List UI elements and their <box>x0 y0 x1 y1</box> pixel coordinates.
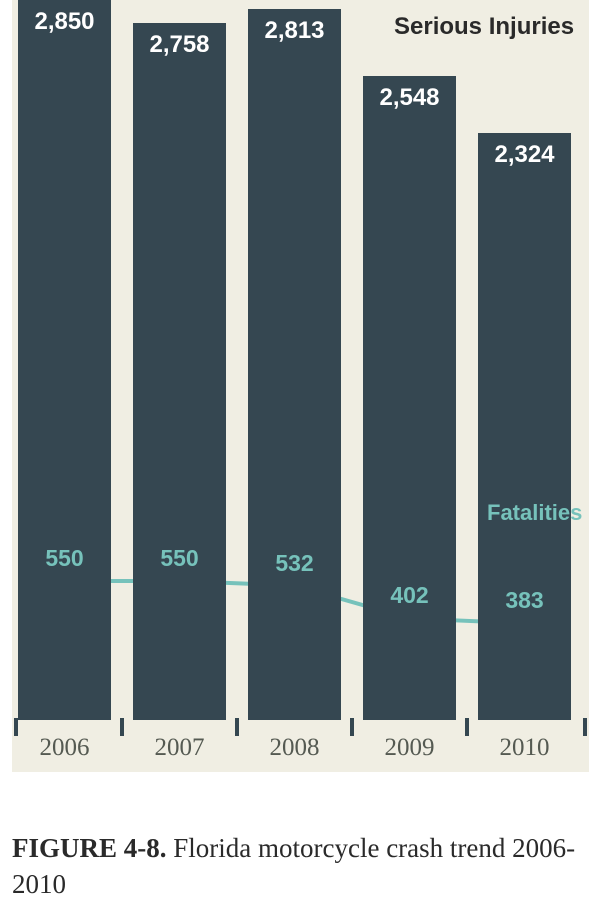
chart-area: 2,850 2,758 2,813 2,548 2,324 550 550 532 402 383… <box>12 0 589 772</box>
x-tick <box>350 718 354 736</box>
plot-region: 2,850 2,758 2,813 2,548 2,324 550 550 532 402 383 <box>12 0 589 720</box>
x-label-2007: 2007 <box>130 734 230 762</box>
bar-label-2010: 2,324 <box>478 141 571 169</box>
x-tick <box>120 718 124 736</box>
bar-2006: 2,850 <box>18 0 111 720</box>
line-label-2009: 402 <box>370 582 450 609</box>
line-label-2008: 532 <box>255 550 335 577</box>
series-label-injuries: Serious Injuries <box>394 13 574 41</box>
bar-label-2009: 2,548 <box>363 84 456 112</box>
bar-2009: 2,548 <box>363 76 456 720</box>
bar-2008: 2,813 <box>248 9 341 720</box>
bar-2010: 2,324 <box>478 133 571 720</box>
figure-caption: FIGURE 4-8. Florida motorcycle crash tre… <box>12 830 589 903</box>
x-tick <box>465 718 469 736</box>
bar-label-2008: 2,813 <box>248 17 341 45</box>
line-label-2007: 550 <box>140 545 220 572</box>
series-label-fatalities: Fatalities <box>487 500 582 526</box>
x-tick <box>583 718 587 736</box>
x-label-2010: 2010 <box>475 734 575 762</box>
bar-label-2006: 2,850 <box>18 8 111 36</box>
x-label-2009: 2009 <box>360 734 460 762</box>
caption-prefix: FIGURE 4-8. <box>12 833 167 863</box>
bar-2007: 2,758 <box>133 23 226 720</box>
bar-label-2007: 2,758 <box>133 31 226 59</box>
x-label-2008: 2008 <box>245 734 345 762</box>
x-label-2006: 2006 <box>15 734 115 762</box>
line-label-2010: 383 <box>485 587 565 614</box>
line-label-2006: 550 <box>25 545 105 572</box>
x-tick <box>235 718 239 736</box>
